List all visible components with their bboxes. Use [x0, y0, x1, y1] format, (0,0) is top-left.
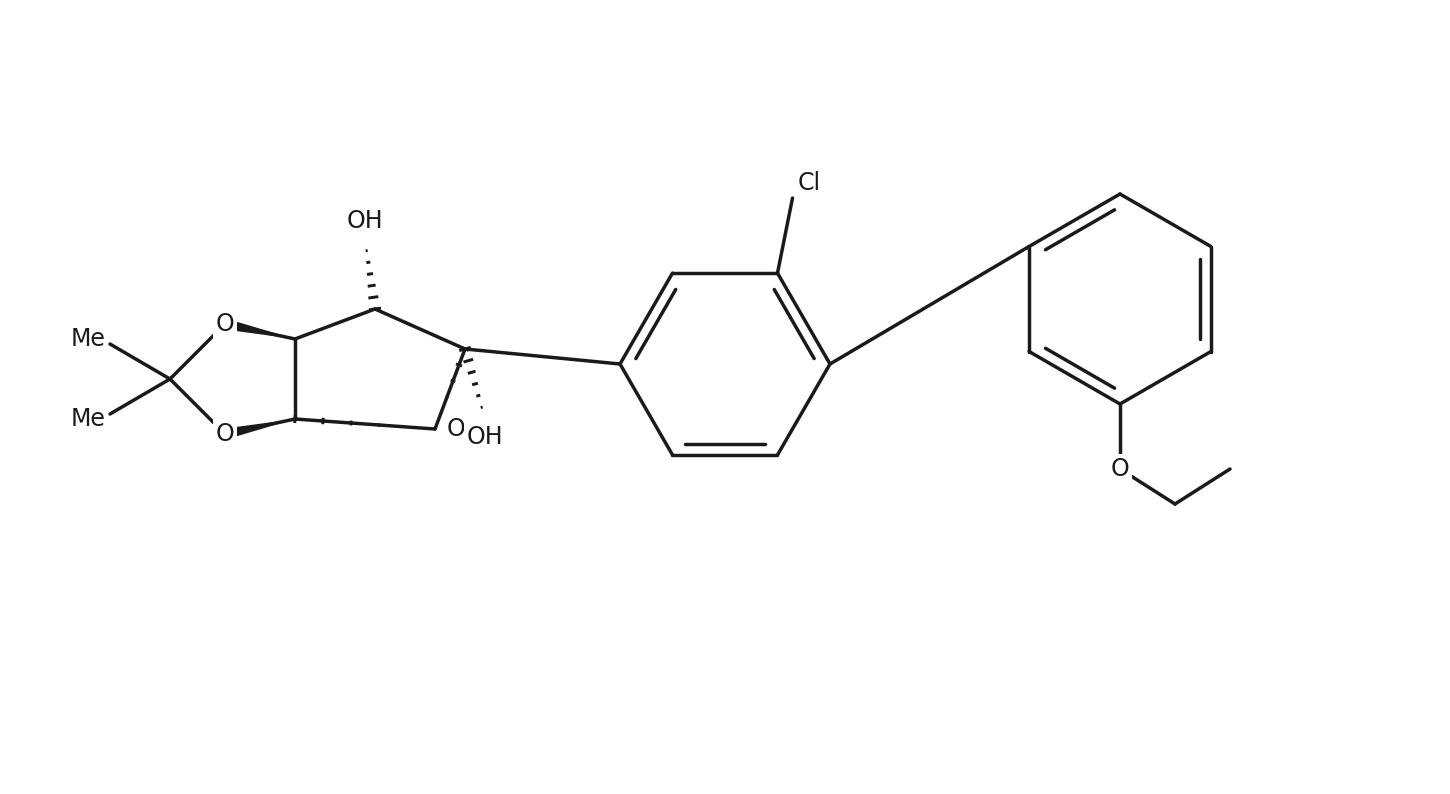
Text: O: O — [1111, 457, 1130, 481]
Polygon shape — [223, 318, 294, 339]
Polygon shape — [223, 419, 294, 439]
Text: O: O — [216, 422, 235, 446]
Text: O: O — [447, 417, 465, 441]
Text: O: O — [216, 312, 235, 336]
Text: OH: OH — [347, 209, 383, 233]
Text: Cl: Cl — [798, 171, 821, 195]
Text: OH: OH — [467, 425, 503, 449]
Text: Me: Me — [70, 327, 104, 351]
Text: Me: Me — [70, 407, 104, 431]
